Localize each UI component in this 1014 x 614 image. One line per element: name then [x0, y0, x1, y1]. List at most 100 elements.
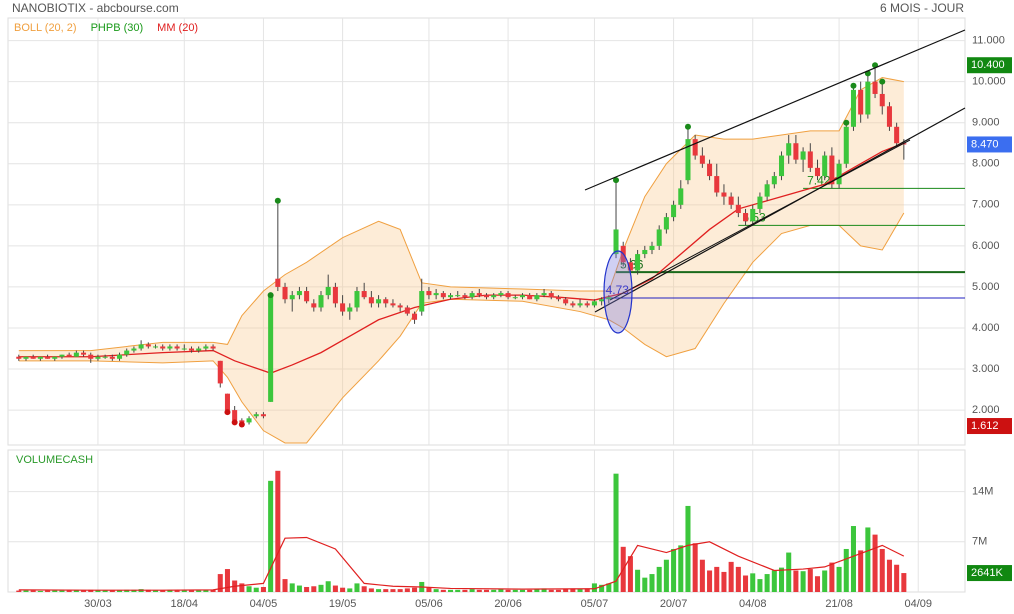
candle-body: [224, 393, 230, 411]
x-tick-label: 30/03: [84, 598, 112, 610]
volume-bar: [160, 590, 166, 592]
y-tick-label: 7M: [972, 536, 987, 548]
candle-body: [16, 356, 22, 359]
y-tick-label: 6.000: [972, 240, 1000, 252]
candle-body: [23, 356, 29, 359]
candle-body: [894, 126, 900, 144]
volume-bar: [426, 587, 432, 592]
y-tick-label: 7.000: [972, 199, 1000, 211]
price-marker-label: 1.612: [971, 420, 999, 432]
volume-bar: [23, 590, 29, 592]
candle-body: [462, 295, 468, 298]
candle-body: [678, 188, 684, 205]
candle-body: [368, 297, 374, 304]
candle-body: [563, 299, 569, 304]
volume-bar: [886, 559, 892, 592]
volume-bar: [512, 589, 518, 592]
volume-bar: [95, 590, 101, 592]
volume-bar: [757, 579, 763, 592]
phpb-high-dot: [684, 123, 691, 130]
volume-bar: [764, 574, 770, 592]
candle-body: [124, 350, 130, 355]
volume-bar: [563, 589, 569, 592]
bollinger-upper: [18, 77, 904, 352]
volume-bar: [872, 534, 878, 592]
volume-bar: [771, 570, 777, 592]
volume-bar: [455, 589, 461, 592]
volume-bar: [721, 571, 727, 592]
volume-bar: [66, 590, 72, 592]
x-tick-label: 20/06: [494, 598, 522, 610]
candle-body: [152, 346, 159, 348]
trend-line: [584, 29, 966, 191]
candle-body: [181, 348, 187, 350]
candle-body: [800, 151, 806, 160]
volume-bar: [181, 590, 187, 592]
price-marker-label: 2641K: [971, 567, 1003, 579]
volume-bar: [642, 577, 648, 592]
phpb-high-dot: [613, 177, 620, 184]
volume-bar: [102, 590, 108, 592]
volume-bar: [332, 585, 338, 592]
candle-body: [37, 356, 43, 359]
x-tick-label: 21/08: [825, 598, 853, 610]
y-tick-label: 10.000: [972, 76, 1006, 88]
candle-body: [318, 295, 324, 308]
volume-bar: [649, 574, 655, 592]
volume-bar: [152, 590, 159, 592]
volume-bar: [743, 575, 749, 592]
volume-bar: [599, 584, 605, 592]
candle-body: [635, 254, 641, 271]
chart-title: NANOBIOTIX - abcbourse.com: [12, 1, 179, 15]
candle-body: [685, 139, 691, 181]
volume-bar: [527, 589, 533, 592]
volume-bar: [361, 586, 367, 592]
volume-bar: [304, 586, 310, 592]
phpb-low-dot: [224, 409, 231, 416]
candle-body: [692, 139, 698, 156]
candle-body: [786, 143, 792, 156]
candle-body: [491, 295, 497, 298]
volume-bar: [224, 569, 230, 592]
volume-bar: [196, 590, 202, 592]
candle-body: [663, 217, 669, 230]
volume-bar: [800, 571, 806, 592]
candle-body: [253, 414, 259, 417]
candle-body: [570, 303, 576, 306]
candle-body: [81, 352, 87, 355]
volume-bar: [570, 588, 576, 592]
volume-bar: [879, 548, 885, 592]
candle-body: [764, 184, 770, 197]
candle-body: [822, 155, 828, 177]
phpb-high-dot: [879, 78, 886, 85]
volume-bar: [354, 583, 360, 592]
candle-body: [376, 299, 382, 304]
volume-bar: [260, 586, 266, 592]
candle-body: [836, 163, 842, 185]
volume-bar: [635, 569, 641, 592]
candle-body: [361, 291, 367, 298]
volume-bar: [311, 586, 317, 592]
price-marker: [967, 565, 1012, 582]
volume-bar: [894, 564, 900, 592]
y-tick-label: 14M: [972, 486, 993, 498]
candle-body: [296, 291, 302, 296]
candle-body: [419, 291, 425, 312]
candle-body: [210, 346, 216, 349]
y-tick-label: 9.000: [972, 117, 1000, 129]
volume-bar: [347, 588, 353, 592]
candle-body: [627, 262, 633, 271]
candle-body: [879, 93, 885, 107]
candle-body: [332, 286, 338, 304]
candle-body: [642, 249, 648, 255]
bollinger-lower: [18, 212, 905, 444]
candle-body: [757, 196, 763, 209]
candle-body: [858, 89, 864, 115]
volume-bar: [167, 589, 173, 592]
volume-bar: [793, 570, 799, 592]
volume-bar: [814, 576, 821, 592]
candle-body: [289, 295, 295, 300]
volume-bar: [188, 590, 195, 592]
candle-body: [412, 313, 418, 320]
